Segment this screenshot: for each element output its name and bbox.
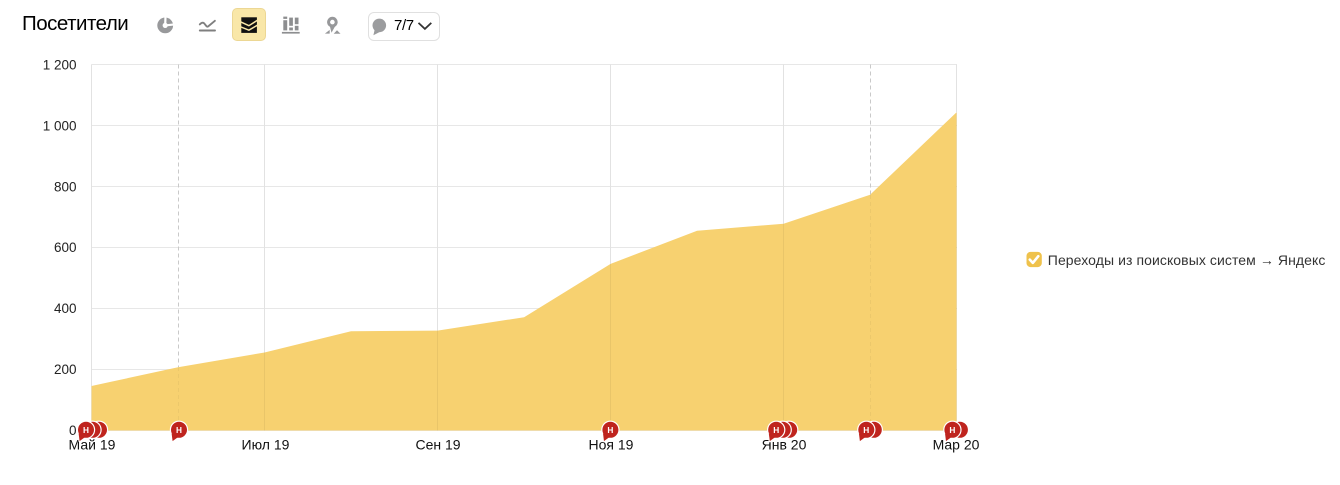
svg-text:1 200: 1 200 <box>43 58 77 73</box>
svg-text:400: 400 <box>54 301 77 316</box>
svg-text:Июл 19: Июл 19 <box>242 436 290 452</box>
svg-text:H: H <box>863 425 869 435</box>
svg-text:600: 600 <box>54 240 77 255</box>
svg-text:Сен 19: Сен 19 <box>415 436 460 452</box>
svg-text:H: H <box>83 425 89 435</box>
svg-text:H: H <box>607 425 613 435</box>
svg-text:H: H <box>949 425 955 435</box>
svg-text:H: H <box>176 425 182 435</box>
svg-text:1 000: 1 000 <box>43 118 77 133</box>
svg-text:Ноя 19: Ноя 19 <box>589 436 634 452</box>
svg-text:Мар 20: Мар 20 <box>933 436 980 452</box>
svg-text:H: H <box>773 425 779 435</box>
svg-text:Переходы из поисковых систем →: Переходы из поисковых систем → Яндекс <box>1048 252 1326 268</box>
svg-text:0: 0 <box>69 423 77 438</box>
svg-text:800: 800 <box>54 179 77 194</box>
svg-text:200: 200 <box>54 362 77 377</box>
